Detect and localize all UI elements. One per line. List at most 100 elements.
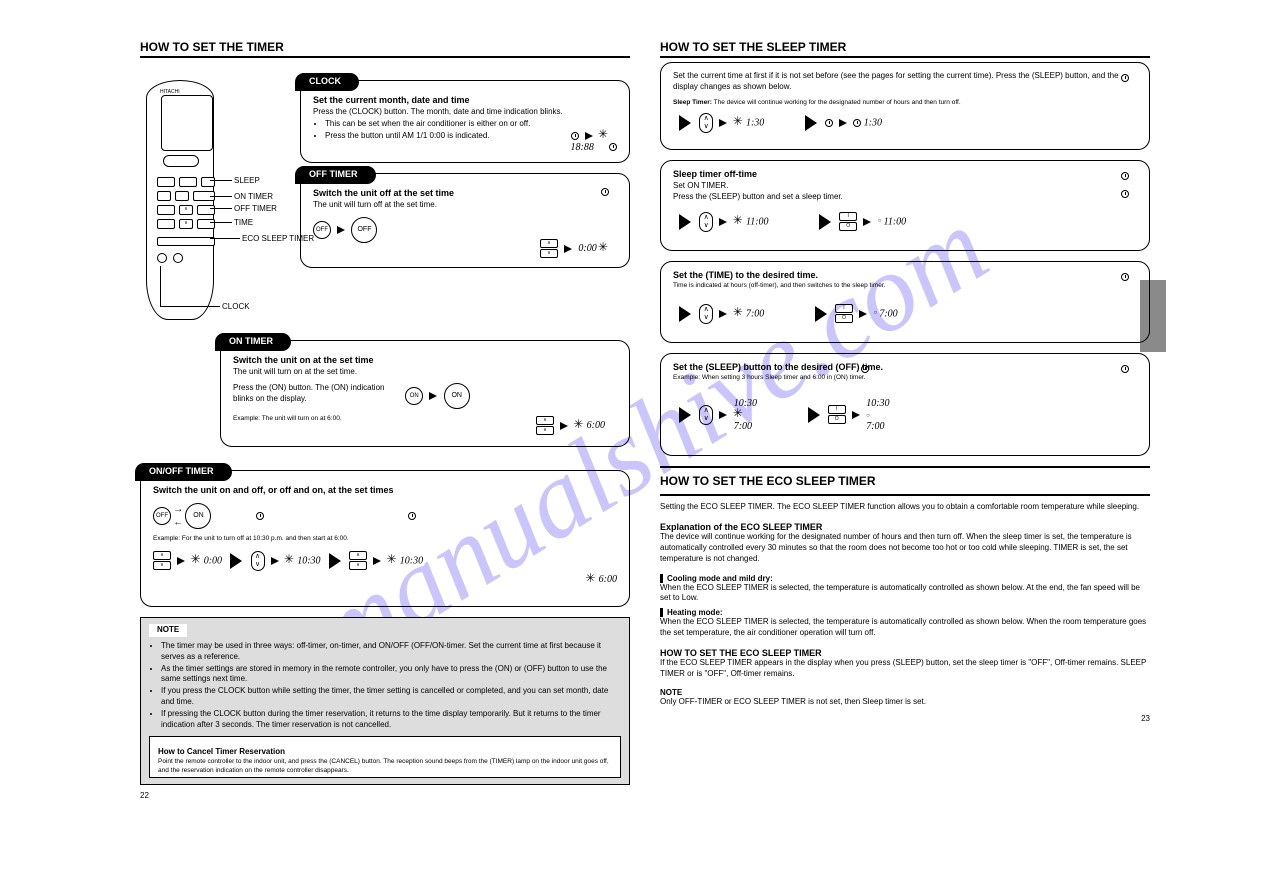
ontimer-sub: The unit will turn on at the set time. — [233, 367, 617, 378]
sun-icon — [734, 410, 744, 420]
remote-btn — [197, 205, 215, 215]
remote-btn — [157, 177, 175, 187]
right-section-title: HOW TO SET THE SLEEP TIMER — [660, 40, 1150, 58]
remote-btn — [157, 191, 171, 201]
clock-step1: Press the (CLOCK) button. The month, dat… — [313, 107, 617, 118]
sleep-text: The device will continue working for the… — [714, 99, 961, 106]
triangle-icon — [819, 214, 831, 230]
remote-btn — [175, 191, 189, 201]
updown-icon: ∧∨ — [251, 551, 265, 571]
callout-sleep: SLEEP — [234, 176, 260, 185]
triangle-icon — [679, 306, 691, 322]
clock-time: 18:88 — [571, 142, 594, 153]
remote-btn — [197, 219, 215, 229]
clock-icon — [609, 143, 617, 151]
callout-offtimer: OFF TIMER — [234, 204, 277, 213]
note-title: NOTE — [149, 624, 187, 637]
time-buttons-icon: ∧∨ — [153, 551, 171, 571]
onoff-pill: ON/OFF TIMER — [135, 463, 232, 481]
ontimer-title: Switch the unit on at the set time — [233, 355, 617, 367]
sb2-step: Press the (SLEEP) button and set a sleep… — [673, 192, 1137, 203]
sb2-title: Sleep timer off-time — [673, 169, 1137, 181]
arrow-icon — [859, 310, 867, 318]
eco-explanation-text: The device will continue working for the… — [660, 532, 1150, 564]
page-number-left: 22 — [140, 791, 630, 800]
updown-icon: ∧∨ — [699, 304, 713, 324]
sun-icon — [574, 421, 584, 431]
eco-intro: Setting the ECO SLEEP TIMER. The ECO SLE… — [660, 502, 1150, 513]
page-number-right: 23 — [660, 714, 1150, 723]
sb3-note: Time is indicated at hours (off-timer), … — [673, 282, 1137, 290]
time-buttons-icon: IO — [839, 212, 857, 232]
updown-icon: ∧∨ — [699, 113, 713, 133]
arrow-icon — [719, 310, 727, 318]
cancel-title: How to Cancel Timer Reservation — [158, 747, 612, 758]
remote-info-button — [173, 253, 183, 263]
remote-power-button — [163, 155, 199, 167]
sun-icon — [285, 556, 295, 566]
sb2-tb: 11:00 — [884, 217, 907, 228]
arrow-icon — [863, 218, 871, 226]
ontimer-pill: ON TIMER — [215, 333, 291, 351]
arrow-icon — [560, 422, 568, 430]
sb4-title: Set the (SLEEP) button to the desired (O… — [673, 362, 1137, 374]
arrow-icon — [852, 411, 860, 419]
sleep-box-1: Set the current time at first if it is n… — [660, 62, 1150, 150]
left-section-title: HOW TO SET THE TIMER — [140, 40, 630, 58]
howto-text: If the ECO SLEEP TIMER appears in the di… — [660, 658, 1150, 680]
sleep-t2: 1:30 — [864, 118, 882, 129]
arrow-icon — [271, 557, 279, 565]
triangle-icon — [329, 553, 341, 569]
updown-icon: ∧∨ — [699, 212, 713, 232]
triangle-icon — [679, 214, 691, 230]
arrow-icon — [177, 557, 185, 565]
remote-illustration: HITACHI ∧ ∨ SLEEP — [140, 80, 225, 325]
off-time: 0:00 — [578, 243, 596, 254]
clock-icon — [861, 365, 869, 373]
arrow-icon — [564, 245, 572, 253]
clock-icon — [601, 188, 609, 196]
sun-icon — [586, 575, 596, 585]
clock-icon — [571, 132, 579, 140]
sleep-intro: Set the current time at first if it is n… — [673, 71, 1137, 93]
arrow-icon — [719, 119, 727, 127]
remote-btn — [179, 177, 197, 187]
triangle-icon — [679, 407, 691, 423]
triangle-icon — [808, 407, 820, 423]
sb4-example: Example: When setting 3 hours Sleep time… — [673, 374, 1137, 382]
clock-icon — [1121, 190, 1129, 198]
off-button-icon: OFF — [313, 221, 331, 239]
ontimer-step: Press the (ON) button. The (ON) indicati… — [233, 383, 403, 405]
clock-bullet: This can be set when the air conditioner… — [325, 119, 617, 129]
heating-text: When the ECO SLEEP TIMER is selected, th… — [660, 617, 1150, 639]
on-button-lg-icon: ON — [185, 503, 211, 529]
onofftimer-box: ON/OFF TIMER Switch the unit on and off,… — [140, 470, 630, 607]
left-column: HOW TO SET THE TIMER HITACHI ∧ ∨ — [140, 40, 630, 62]
on-button-icon: ON — [405, 387, 423, 405]
sb4-tb: 7:00 — [734, 420, 757, 433]
clock-pill: CLOCK — [295, 73, 359, 91]
heating-title: Heating mode: — [660, 608, 1150, 617]
time-buttons-icon: ∧∨ — [536, 416, 554, 436]
sb3-title: Set the (TIME) to the desired time. — [673, 270, 1137, 282]
remote-btn — [201, 177, 215, 187]
clock-title: Set the current month, date and time — [313, 95, 617, 107]
clock-icon — [256, 512, 264, 520]
note2-text: Only OFF-TIMER or ECO SLEEP TIMER is not… — [660, 697, 1150, 708]
note2-title: NOTE — [660, 688, 1150, 697]
sb2-ta: 11:00 — [746, 217, 769, 228]
offtimer-box: OFF TIMER Switch the unit off at the set… — [300, 173, 630, 267]
note-bullet: The timer may be used in three ways: off… — [161, 641, 621, 663]
cancel-text: Point the remote controller to the indoo… — [158, 758, 612, 776]
clock-box: CLOCK Set the current month, date and ti… — [300, 80, 630, 163]
sleep-box-3: Set the (TIME) to the desired time. Time… — [660, 261, 1150, 343]
ontimer-box: ON TIMER Switch the unit on at the set t… — [220, 340, 630, 447]
sun-icon — [734, 118, 744, 128]
time-buttons-icon: ∧∨ — [540, 239, 558, 259]
onoff-t2: 10:30 — [297, 556, 320, 567]
arrow-icon — [719, 411, 727, 419]
note-box: NOTE The timer may be used in three ways… — [140, 617, 630, 785]
arrow-icon — [585, 132, 593, 140]
clock-icon — [1121, 365, 1129, 373]
remote-clock-button — [157, 253, 167, 263]
